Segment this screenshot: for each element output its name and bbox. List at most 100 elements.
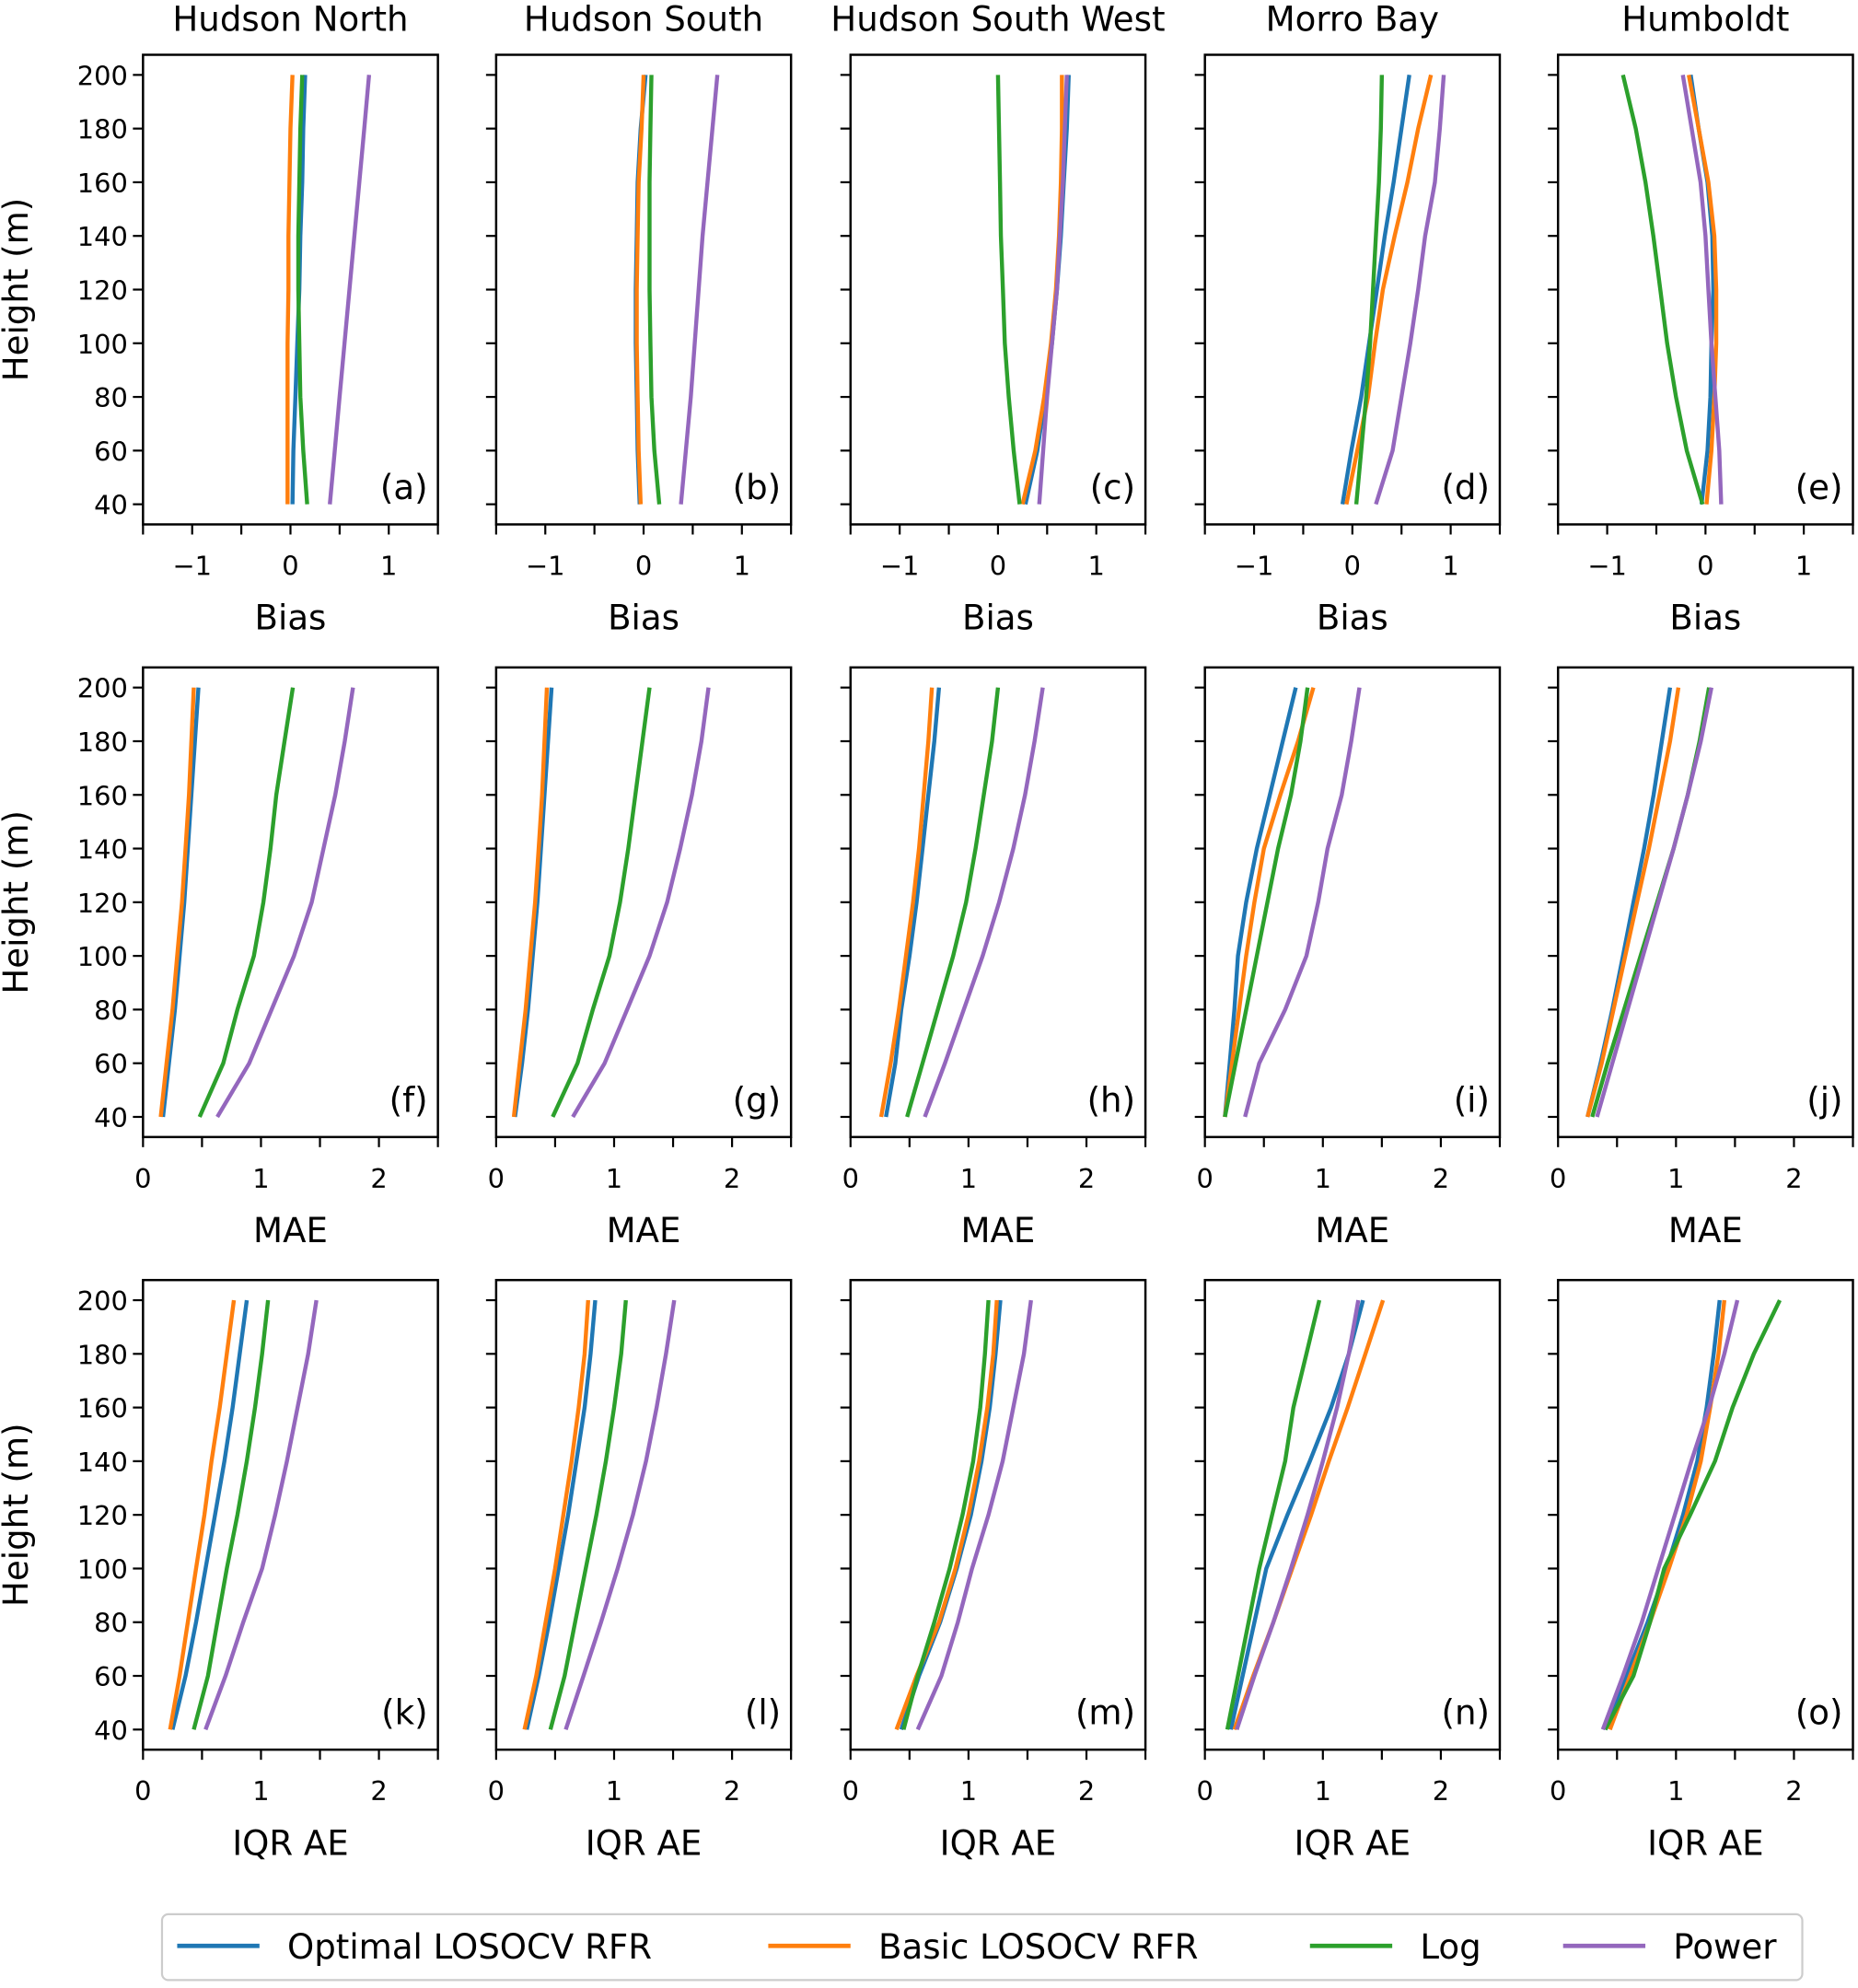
x-axis-label: Bias (962, 599, 1034, 638)
x-tick-label: 2 (724, 1163, 740, 1194)
series-line-log (1223, 687, 1310, 1118)
series-line-power (1600, 1299, 1740, 1731)
y-tick-label: 180 (77, 727, 128, 758)
y-tick-label: 60 (94, 1661, 128, 1692)
legend-label: Log (1420, 1927, 1481, 1967)
subplot-title: Hudson North (172, 0, 408, 39)
y-tick-label: 160 (77, 168, 128, 199)
panel-label: (h) (1087, 1080, 1135, 1120)
x-tick-label: 1 (960, 1775, 977, 1807)
series-line-basic-losocv-rfr (168, 1299, 237, 1730)
series-line-optimal-losocv-rfr (513, 687, 554, 1118)
legend-item: Log (1309, 1927, 1481, 1967)
panel-label: (d) (1441, 468, 1490, 507)
panel-label: (a) (380, 468, 428, 507)
x-tick-label: −1 (526, 550, 565, 581)
series-line-log (901, 1299, 991, 1730)
legend-label: Power (1673, 1927, 1777, 1967)
x-axis-label: IQR AE (586, 1823, 703, 1863)
panel-label: (l) (745, 1693, 781, 1733)
subplot-d: −1 0 1 Bias Morro Bay (d) (1194, 0, 1502, 638)
subplot-o: 0 1 2 IQR AE (o) (1548, 1278, 1854, 1863)
series-line-power (215, 687, 355, 1119)
panel-label: (c) (1090, 468, 1135, 507)
subplot-title: Humboldt (1621, 0, 1789, 39)
series-line-optimal-losocv-rfr (1603, 1299, 1722, 1731)
series-line-basic-losocv-rfr (1585, 687, 1681, 1118)
series-line-log (1603, 1299, 1783, 1731)
panel-label: (k) (381, 1693, 427, 1733)
subplot-c: −1 0 1 Bias Hudson South West (c) (830, 0, 1165, 638)
subplot-a: 40 60 80 100 120 140 160 180 200 −1 0 1 Bias Height (… (0, 0, 439, 638)
subplot-title: Morro Bay (1266, 0, 1439, 39)
y-tick-label: 100 (77, 941, 128, 972)
series-line-basic-losocv-rfr (878, 687, 935, 1118)
x-tick-label: 1 (1315, 1775, 1331, 1807)
subplot-m: 0 1 2 IQR AE (m) (840, 1278, 1147, 1863)
x-tick-label: −1 (1235, 550, 1274, 581)
x-tick-label: 2 (1785, 1775, 1802, 1807)
x-tick-label: 2 (1433, 1163, 1449, 1194)
legend-item: Optimal LOSOCV RFR (177, 1927, 652, 1967)
x-tick-label: 0 (1196, 1775, 1213, 1807)
x-tick-label: 2 (1078, 1163, 1095, 1194)
series-line-power (203, 1299, 319, 1731)
series-line-power (563, 1299, 677, 1731)
legend-label: Basic LOSOCV RFR (878, 1927, 1198, 1967)
legend-item: Basic LOSOCV RFR (768, 1927, 1198, 1967)
y-tick-label: 60 (94, 1049, 128, 1080)
x-tick-label: 0 (1344, 550, 1361, 581)
x-axis-label: MAE (960, 1211, 1035, 1250)
series-line-power (1680, 75, 1724, 505)
subplot-l: 0 1 2 IQR AE (l) (485, 1278, 793, 1863)
series-line-log (197, 687, 296, 1118)
series-line-basic-losocv-rfr (634, 75, 646, 505)
x-axis-label: MAE (253, 1211, 328, 1250)
panel-label: (i) (1454, 1080, 1490, 1120)
y-tick-label: 120 (77, 1500, 128, 1531)
subplot-title: Hudson South West (830, 0, 1165, 39)
series-line-optimal-losocv-rfr (160, 687, 201, 1118)
legend: Optimal LOSOCV RFR Basic LOSOCV RFR Log Pow… (160, 1912, 1804, 1982)
series-line-basic-losocv-rfr (1687, 74, 1719, 505)
x-axis-label: IQR AE (1295, 1823, 1411, 1863)
x-tick-label: 1 (606, 1163, 622, 1194)
x-tick-label: 1 (1315, 1163, 1331, 1194)
y-tick-label: 120 (77, 888, 128, 919)
series-line-power (915, 1299, 1033, 1731)
axes-frame (1203, 1278, 1502, 1751)
series-line-log (1590, 687, 1712, 1118)
subplot-n: 0 1 2 IQR AE (n) (1194, 1278, 1502, 1863)
series-line-optimal-losocv-rfr (884, 687, 942, 1118)
x-tick-label: 2 (370, 1163, 387, 1194)
y-axis-label: Height (m) (0, 810, 36, 994)
series-line-optimal-losocv-rfr (1223, 687, 1298, 1118)
subplot-title: Hudson South (524, 0, 763, 39)
x-axis-label: Bias (608, 599, 679, 638)
y-tick-label: 200 (77, 60, 128, 91)
series-line-log (1620, 74, 1705, 506)
series-line-log (1353, 75, 1385, 505)
x-tick-label: 0 (488, 1163, 505, 1194)
x-tick-label: 0 (1697, 550, 1713, 581)
x-tick-label: 1 (1087, 550, 1104, 581)
x-tick-label: 0 (1550, 1775, 1566, 1807)
series-line-log (548, 1299, 628, 1730)
x-tick-label: 2 (1078, 1775, 1095, 1807)
y-tick-label: 80 (94, 1608, 128, 1639)
y-tick-label: 140 (77, 221, 128, 252)
series-line-optimal-losocv-rfr (1340, 75, 1411, 506)
x-tick-label: 1 (606, 1775, 622, 1807)
y-tick-label: 40 (94, 1715, 128, 1746)
y-tick-label: 140 (77, 1447, 128, 1478)
x-axis-label: Bias (255, 599, 327, 638)
x-axis-label: Bias (1317, 599, 1388, 638)
y-tick-label: 80 (94, 994, 128, 1026)
x-tick-label: 2 (1785, 1163, 1802, 1194)
subplot-g: 0 1 2 MAE (g) (485, 666, 793, 1250)
x-tick-label: 1 (1667, 1163, 1684, 1194)
y-tick-label: 100 (77, 1553, 128, 1585)
y-tick-label: 180 (77, 1339, 128, 1370)
